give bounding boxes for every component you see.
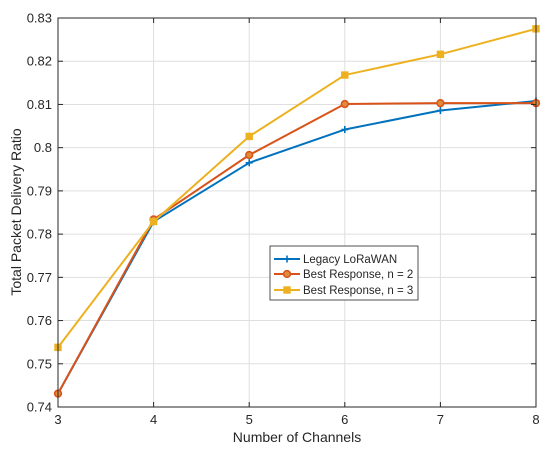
x-axis-label: Number of Channels — [233, 429, 361, 445]
data-point-square-marker — [149, 217, 158, 226]
grid — [57, 17, 537, 408]
legend-label: Best Response, n = 2 — [303, 269, 413, 281]
series-lines — [53, 25, 541, 398]
series-line — [57, 27, 537, 348]
series-line — [57, 102, 536, 395]
data-point-square-marker — [245, 132, 253, 141]
y-tick-label: 0.81 — [27, 97, 52, 112]
legend-entry-best-response-n2: Best Response, n = 2 — [274, 269, 413, 281]
data-point-plus-marker — [436, 106, 444, 114]
data-point-circle-marker — [340, 99, 349, 109]
data-point-plus-marker — [283, 255, 291, 263]
data-point-square-marker — [436, 50, 445, 59]
legend-entry-legacy-lorawan: Legacy LoRaWAN — [274, 254, 397, 266]
x-tick-label: 8 — [532, 412, 539, 427]
y-tick-label: 0.75 — [27, 356, 52, 371]
y-tick-label: 0.78 — [27, 227, 52, 242]
legend: Legacy LoRaWAN Best Response, n = 2 Best… — [269, 245, 419, 301]
y-tick-label: 0.76 — [27, 313, 52, 328]
data-point-plus-marker — [245, 159, 253, 167]
y-tick-label: 0.79 — [27, 183, 52, 198]
data-point-square-marker — [283, 286, 291, 294]
x-tick-label: 3 — [54, 412, 61, 427]
legend-marker-square-icon — [274, 286, 300, 294]
series-square — [54, 25, 540, 352]
y-tick-label: 0.82 — [27, 54, 52, 69]
data-point-circle-marker — [282, 269, 292, 279]
x-tick-label: 7 — [437, 412, 444, 427]
data-point-circle-marker — [245, 150, 254, 160]
y-tick-label: 0.8 — [34, 140, 52, 155]
axis-ticks: 3 4 5 6 7 8 0.74 0.75 0.76 0.77 0.78 0.79 0.8 0.81 0.8… — [27, 11, 540, 428]
legend-label: Legacy LoRaWAN — [303, 254, 397, 266]
x-tick-label: 5 — [246, 412, 253, 427]
y-tick-label: 0.77 — [27, 270, 52, 285]
y-tick-label: 0.74 — [27, 400, 52, 415]
y-tick-label: 0.83 — [27, 11, 52, 26]
series-circle — [53, 98, 541, 398]
data-point-circle-marker — [436, 98, 445, 108]
legend-marker-circle-icon — [274, 269, 300, 279]
x-tick-label: 6 — [341, 412, 348, 427]
data-point-square-marker — [341, 71, 349, 79]
plot-area-frame — [57, 17, 537, 408]
legend-entry-best-response-n3: Best Response, n = 3 — [274, 285, 413, 297]
y-axis-label: Total Packet Delivery Ratio — [8, 128, 24, 296]
x-tick-label: 4 — [150, 412, 157, 427]
legend-marker-plus-icon — [274, 255, 300, 263]
legend-label: Best Response, n = 3 — [303, 285, 413, 297]
data-point-plus-marker — [341, 126, 349, 134]
